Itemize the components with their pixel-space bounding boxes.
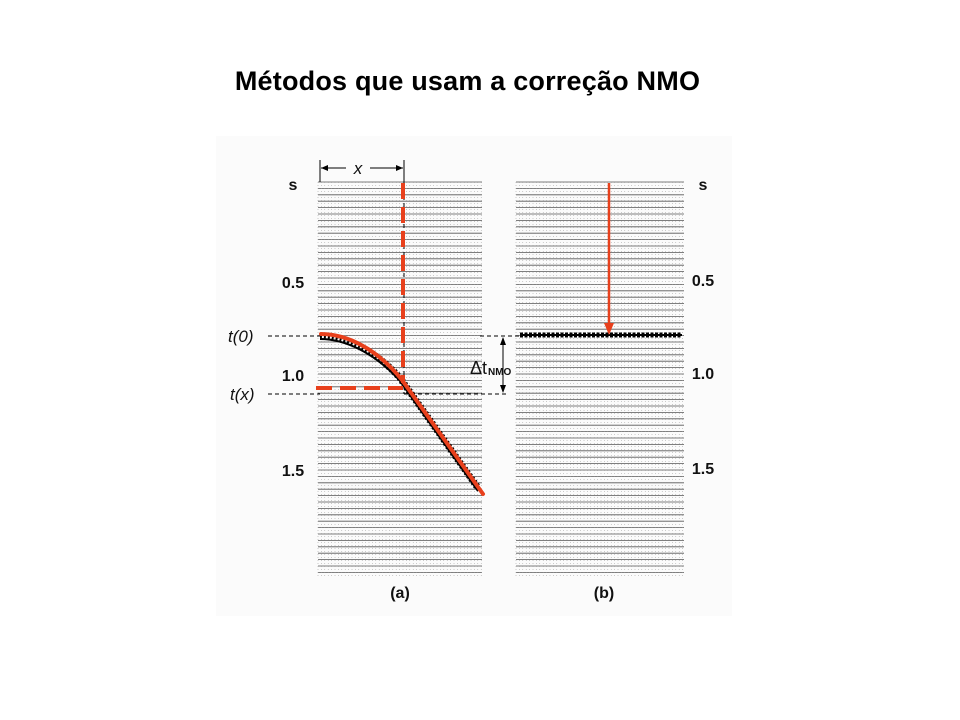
delta-t-arrow-top bbox=[500, 337, 506, 345]
panel-a-time-unit: s bbox=[289, 177, 298, 194]
delta-t-arrow-bottom bbox=[500, 385, 506, 393]
figure-background bbox=[216, 136, 732, 616]
panel-b-tick-0-5: 0.5 bbox=[692, 273, 714, 290]
panel-b-tick-1-0: 1.0 bbox=[692, 366, 714, 383]
offset-x-label: x bbox=[353, 159, 363, 178]
panel-a-caption: (a) bbox=[390, 585, 410, 602]
panel-b-seismic-traces bbox=[515, 181, 684, 576]
slide-title: Métodos que usam a correção NMO bbox=[234, 66, 701, 96]
offset-arrow-left bbox=[321, 165, 328, 171]
highlight-hyperbola-curve bbox=[319, 332, 485, 496]
delta-t-subscript: NMO bbox=[488, 367, 512, 378]
t0-label: t(0) bbox=[228, 327, 254, 346]
offset-arrow-right bbox=[396, 165, 403, 171]
highlight-down-arrow-head bbox=[604, 323, 614, 335]
panel-b-caption: (b) bbox=[594, 585, 614, 602]
panel-a-tick-0-5: 0.5 bbox=[282, 275, 304, 292]
panel-b-tick-1-5: 1.5 bbox=[692, 461, 714, 478]
delta-t-symbol: Δt bbox=[470, 358, 487, 378]
panel-a-tick-1-0: 1.0 bbox=[282, 368, 304, 385]
panel-a-tick-1-5: 1.5 bbox=[282, 463, 304, 480]
panel-b-time-unit: s bbox=[699, 177, 708, 194]
panel-a-seismic-traces bbox=[317, 181, 482, 576]
panel-a-reflection-event bbox=[319, 332, 481, 491]
tx-label: t(x) bbox=[230, 385, 255, 404]
panel-a-reflection-event-core bbox=[319, 338, 479, 492]
